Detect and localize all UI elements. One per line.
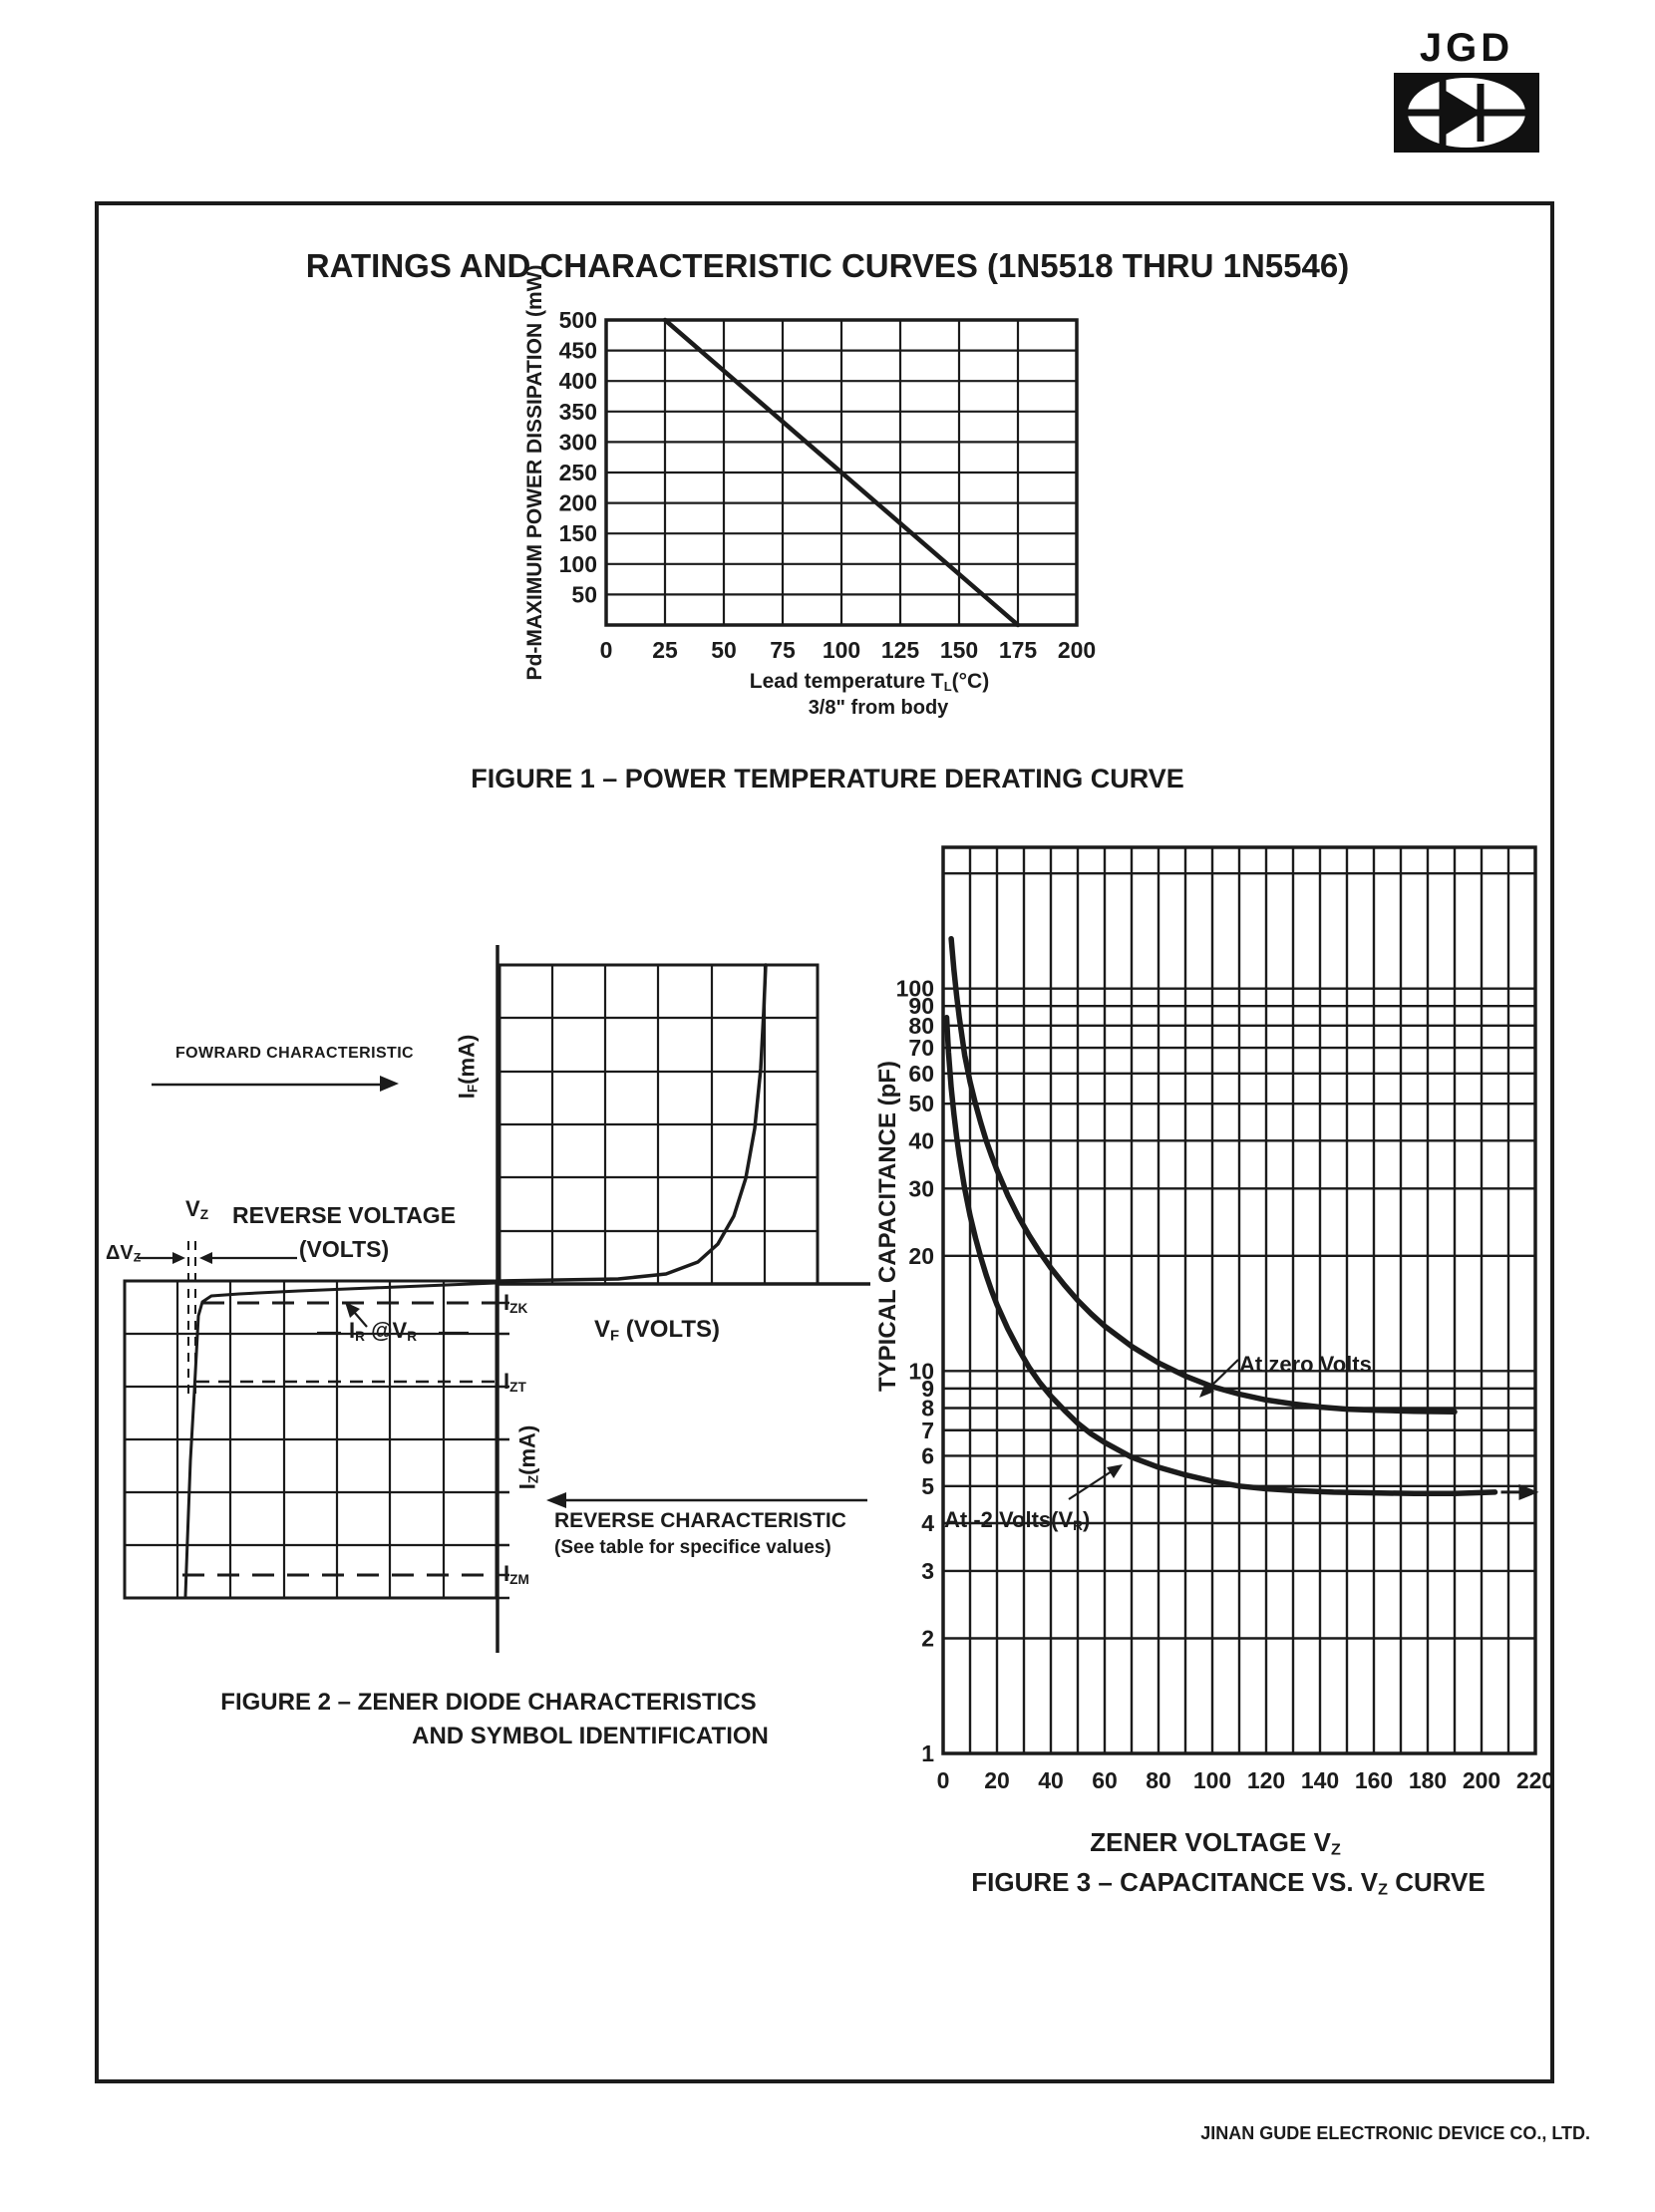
svg-text:350: 350 [559, 399, 597, 425]
svg-text:0: 0 [937, 1767, 950, 1793]
vf-axis-label: VF (VOLTS) [594, 1316, 720, 1345]
series-power-derating [662, 317, 1021, 628]
logo-text: JGD [1419, 26, 1514, 70]
fig2-arrowheads [172, 1076, 566, 1508]
svg-text:250: 250 [559, 460, 597, 485]
svg-text:450: 450 [559, 338, 597, 364]
svg-text:3: 3 [921, 1558, 934, 1584]
svg-text:0: 0 [600, 637, 613, 663]
svg-text:1: 1 [921, 1740, 934, 1766]
svg-text:160: 160 [1355, 1767, 1393, 1793]
svg-text:4: 4 [921, 1510, 934, 1536]
fig3-caption: FIGURE 3 – CAPACITANCE VS. VZ CURVE [971, 1867, 1486, 1899]
izt-label: IZT [503, 1369, 526, 1395]
series-end-arrow [1518, 1483, 1539, 1500]
forward-arrow-head [380, 1076, 399, 1092]
fig1-svg-generated: 0 25 50 75 100 125 150 175 200 50 100 150 200 250 300 3… [559, 307, 1097, 663]
svg-text:80: 80 [1146, 1767, 1171, 1793]
svg-text:180: 180 [1409, 1767, 1447, 1793]
svg-text:20: 20 [984, 1767, 1010, 1793]
svg-text:175: 175 [999, 637, 1038, 663]
svg-text:70: 70 [908, 1035, 934, 1061]
svg-text:7: 7 [921, 1418, 934, 1443]
forward-characteristic-curve [499, 963, 768, 1283]
svg-text:100: 100 [559, 551, 597, 577]
svg-text:50: 50 [571, 581, 597, 607]
reverse-characteristic-label: REVERSE CHARACTERISTIC [554, 1509, 846, 1532]
fig1-caption: FIGURE 1 – POWER TEMPERATURE DERATING CU… [471, 764, 1184, 793]
page-title: RATINGS AND CHARACTERISTIC CURVES (1N551… [305, 247, 1350, 284]
svg-text:9: 9 [921, 1376, 934, 1402]
series-At -2 Volts (VR) [943, 1014, 1498, 1497]
svg-text:400: 400 [559, 368, 597, 394]
company-logo: JGD [1394, 26, 1539, 159]
reverse-arrow-head [546, 1492, 566, 1508]
svg-text:8: 8 [921, 1396, 934, 1422]
svg-text:60: 60 [908, 1061, 934, 1087]
fig2-caption-line2: AND SYMBOL IDENTIFICATION [412, 1723, 769, 1749]
svg-text:80: 80 [908, 1013, 934, 1039]
svg-text:200: 200 [1058, 637, 1096, 663]
reverse-voltage-label: REVERSE VOLTAGE [231, 1202, 457, 1228]
svg-text:60: 60 [1092, 1767, 1118, 1793]
svg-text:6: 6 [921, 1442, 934, 1468]
reverse-characteristic-curve [183, 1281, 497, 1598]
see-table-note: (See table for specifice values) [554, 1537, 831, 1558]
svg-text:10: 10 [908, 1358, 934, 1384]
svg-text:200: 200 [1463, 1767, 1500, 1793]
svg-text:100: 100 [823, 637, 860, 663]
svg-text:50: 50 [908, 1091, 934, 1116]
at-zero-volts-label: At zero Volts [1239, 1352, 1372, 1377]
svg-text:40: 40 [1038, 1767, 1064, 1793]
izk-label: IZK [503, 1290, 528, 1316]
zero-volts-arrow-head [1199, 1383, 1214, 1398]
vz-label: VZ [185, 1196, 209, 1222]
svg-text:125: 125 [881, 637, 920, 663]
svg-text:25: 25 [652, 637, 678, 663]
diode-symbol-icon [1394, 73, 1539, 153]
company-footer: JINAN GUDE ELECTRONIC DEVICE CO., LTD. [1200, 2123, 1590, 2143]
svg-text:300: 300 [559, 429, 597, 455]
svg-text:150: 150 [940, 637, 978, 663]
svg-text:50: 50 [711, 637, 737, 663]
svg-text:30: 30 [908, 1175, 934, 1201]
svg-text:2: 2 [921, 1626, 934, 1652]
svg-text:150: 150 [559, 520, 597, 546]
svg-text:100: 100 [896, 976, 934, 1002]
minus2-volts-arrow-head [1107, 1464, 1123, 1478]
svg-text:90: 90 [908, 993, 934, 1019]
svg-text:5: 5 [921, 1473, 934, 1499]
at-minus2-volts-label: At -2 Volts(VR) [944, 1507, 1091, 1533]
svg-text:500: 500 [559, 307, 597, 333]
svg-text:100: 100 [1193, 1767, 1231, 1793]
delta-vz-label: ΔVZ [106, 1242, 142, 1265]
ir-vr-arrow-head [345, 1302, 360, 1318]
fig1-x-axis-label: Lead temperature TL(°C) [749, 670, 990, 694]
fig3-svg-generated: 0 20 40 60 80 100 120 140 160 180 200 2201009080706… [896, 845, 1554, 1793]
ir-vr-label: IR @VR [349, 1318, 418, 1344]
svg-text:120: 120 [1247, 1767, 1285, 1793]
svg-text:75: 75 [770, 637, 796, 663]
svg-text:40: 40 [908, 1127, 934, 1153]
fig3-y-axis-label: TYPICAL CAPACITANCE (pF) [874, 1061, 902, 1392]
series-At zero Volts [948, 935, 1458, 1416]
svg-text:200: 200 [559, 490, 597, 516]
svg-text:140: 140 [1301, 1767, 1339, 1793]
svg-text:220: 220 [1516, 1767, 1554, 1793]
reverse-voltage-units: (VOLTS) [298, 1236, 390, 1262]
forward-characteristic-label: FOWRARD CHARACTERISTIC [175, 1045, 415, 1062]
izm-label: IZM [503, 1561, 529, 1587]
fig2-geometry [123, 945, 870, 1653]
fig1-x-axis-note: 3/8" from body [808, 697, 949, 719]
content-border [95, 201, 1554, 2083]
fig3-x-axis-title: ZENER VOLTAGE VZ [1090, 1827, 1341, 1859]
fig3-annotation-arrows [1068, 1359, 1239, 1500]
fig2-caption-line1: FIGURE 2 – ZENER DIODE CHARACTERISTICS [220, 1689, 757, 1716]
svg-text:20: 20 [908, 1243, 934, 1269]
